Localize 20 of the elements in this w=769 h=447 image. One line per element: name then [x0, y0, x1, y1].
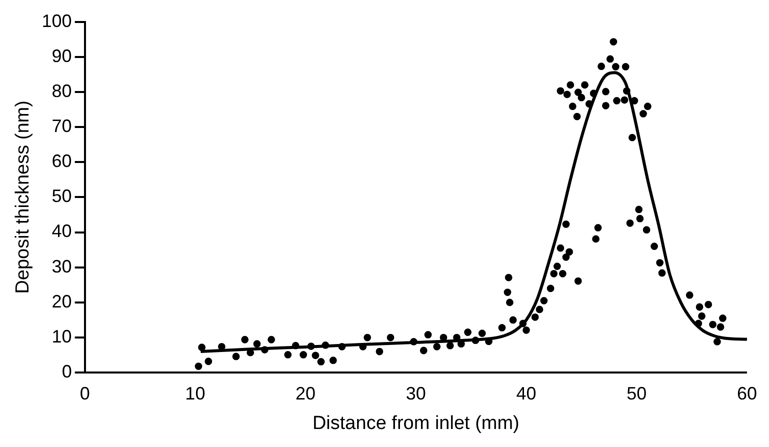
- x-tick-label: 50: [626, 383, 647, 404]
- y-tick-label: 70: [52, 116, 72, 136]
- y-tick-label: 60: [52, 151, 72, 172]
- y-tick-label: 80: [52, 80, 72, 101]
- y-tick-label: 90: [52, 46, 72, 66]
- x-tick-label: 0: [80, 383, 90, 404]
- x-tick-label: 20: [296, 383, 316, 404]
- x-tick-label: 30: [406, 383, 426, 404]
- x-tick-label: 60: [736, 383, 758, 404]
- y-tick-label: 50: [52, 186, 72, 206]
- x-tick-label: 40: [516, 383, 536, 404]
- x-tick-label: 10: [185, 383, 206, 404]
- y-tick-label: 10: [52, 326, 72, 346]
- y-axis-title: Deposit thickness (nm): [12, 100, 34, 294]
- x-axis-title: Distance from inlet (mm): [312, 412, 520, 434]
- y-tick-label: 20: [52, 291, 72, 312]
- y-tick-label: 30: [52, 256, 72, 276]
- y-tick-label: 100: [42, 10, 72, 31]
- y-tick-label: 0: [62, 362, 72, 382]
- y-tick-label: 40: [52, 221, 72, 242]
